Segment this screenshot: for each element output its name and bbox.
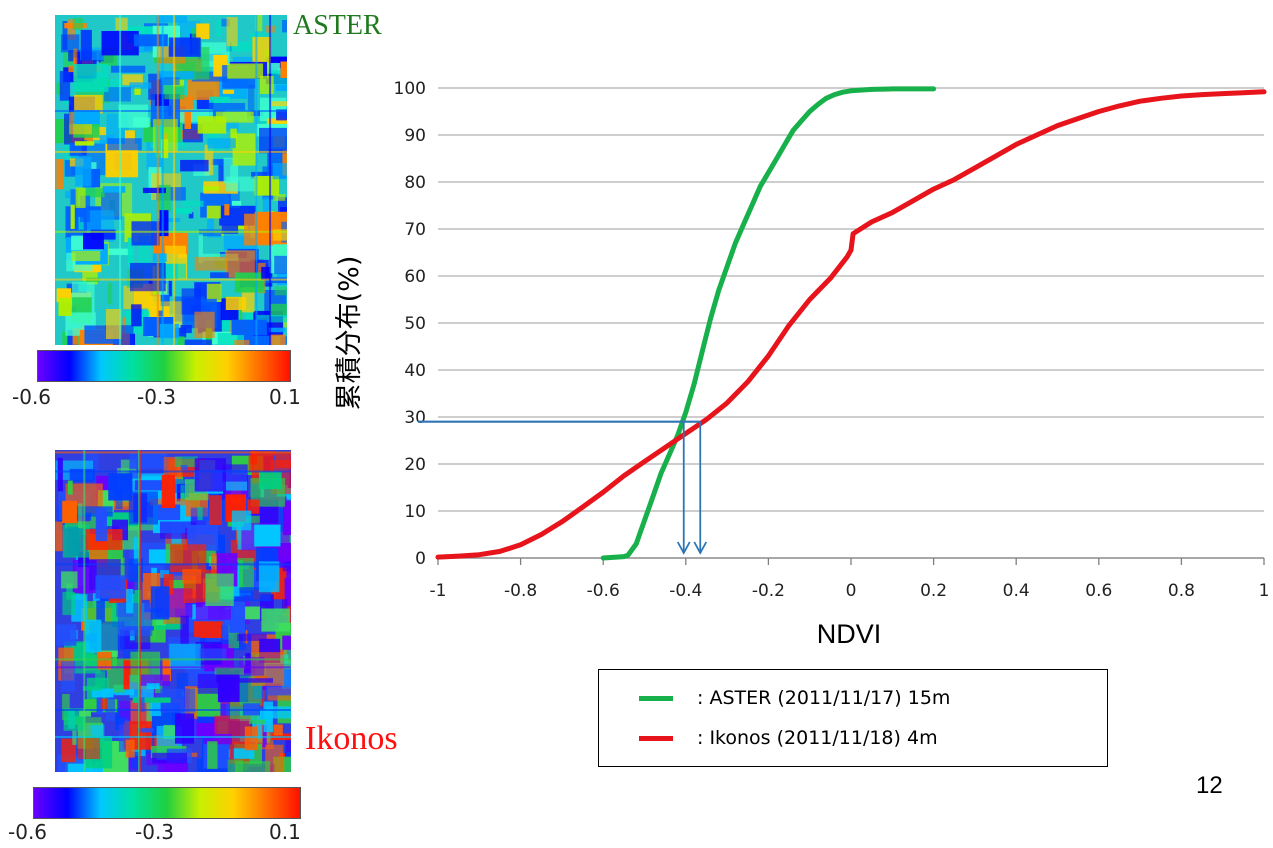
ikonos-ndvi-map — [55, 450, 291, 772]
y-tick-label: 100 — [394, 79, 426, 99]
x-tick-label: 0.2 — [920, 581, 947, 601]
legend-swatch-ikonos — [639, 735, 673, 741]
legend-swatch-aster — [639, 695, 673, 701]
y-tick-label: 10 — [404, 502, 426, 522]
aster-map-image — [55, 15, 287, 345]
ikonos-colorbar-gradient — [34, 788, 300, 818]
y-tick-label: 90 — [404, 126, 426, 146]
legend-item-ikonos: : Ikonos (2011/11/18) 4m — [639, 720, 938, 756]
x-tick-label: 0.4 — [1003, 581, 1030, 601]
y-tick-label: 30 — [404, 408, 426, 428]
aster-colorbar-max-label: 0.1 — [269, 385, 301, 409]
y-tick-label: 0 — [415, 549, 426, 569]
series-line-ikonos — [435, 89, 1267, 560]
x-tick-label: -1 — [430, 581, 447, 601]
x-tick-label: -0.6 — [587, 581, 620, 601]
x-tick-label: 1 — [1259, 581, 1270, 601]
ikonos-map-image — [55, 450, 291, 772]
x-tick-label: 0.6 — [1085, 581, 1112, 601]
ikonos-map-label: Ikonos — [305, 720, 398, 757]
y-tick-label: 50 — [404, 314, 426, 334]
legend-label-ikonos: : Ikonos (2011/11/18) 4m — [697, 727, 938, 749]
series-line-aster — [600, 86, 937, 561]
y-axis-label: 累積分布(%) — [334, 256, 365, 411]
ikonos-colorbar — [33, 787, 301, 819]
aster-map-label: ASTER — [293, 10, 382, 41]
y-tick-label: 20 — [404, 455, 426, 475]
y-tick-label: 60 — [404, 267, 426, 287]
x-axis-label: NDVI — [817, 619, 882, 649]
aster-colorbar-gradient — [38, 351, 290, 381]
page-number: 12 — [1196, 772, 1223, 799]
aster-colorbar-mid-label: -0.3 — [137, 385, 177, 409]
ikonos-colorbar-mid-label: -0.3 — [135, 820, 175, 844]
annotation-arrowhead-aster — [676, 541, 691, 555]
x-tick-label: 0.8 — [1168, 581, 1195, 601]
y-tick-label: 40 — [404, 361, 426, 381]
aster-ndvi-map — [55, 15, 287, 345]
x-tick-label: -0.4 — [669, 581, 702, 601]
x-tick-label: -0.8 — [504, 581, 537, 601]
ikonos-colorbar-max-label: 0.1 — [269, 820, 301, 844]
x-tick-label: 0 — [846, 581, 857, 601]
ikonos-colorbar-min-label: -0.6 — [8, 820, 48, 844]
y-tick-label: 70 — [404, 220, 426, 240]
chart-legend: : ASTER (2011/11/17) 15m : Ikonos (2011/… — [598, 669, 1108, 767]
annotation-arrowhead-ikonos — [693, 541, 708, 555]
x-tick-label: -0.2 — [752, 581, 785, 601]
legend-label-aster: : ASTER (2011/11/17) 15m — [697, 687, 951, 709]
aster-colorbar — [37, 350, 291, 382]
aster-colorbar-min-label: -0.6 — [12, 385, 52, 409]
legend-item-aster: : ASTER (2011/11/17) 15m — [639, 680, 950, 716]
y-tick-label: 80 — [404, 173, 426, 193]
